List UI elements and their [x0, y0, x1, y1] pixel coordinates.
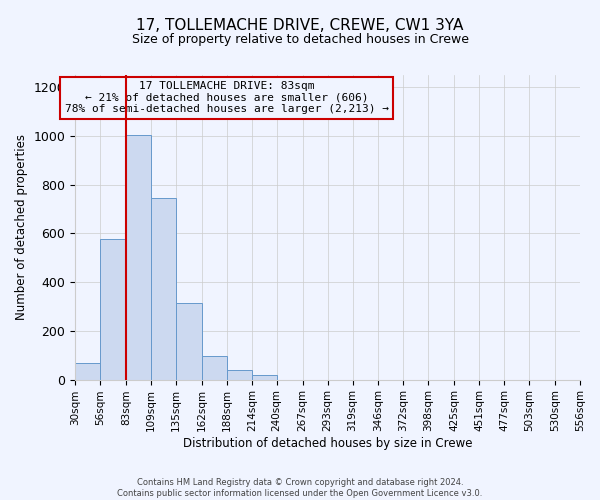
Bar: [176, 303, 202, 380]
Text: 17 TOLLEMACHE DRIVE: 83sqm
← 21% of detached houses are smaller (606)
78% of sem: 17 TOLLEMACHE DRIVE: 83sqm ← 21% of deta…: [65, 81, 389, 114]
X-axis label: Distribution of detached houses by size in Crewe: Distribution of detached houses by size …: [183, 437, 472, 450]
Bar: [100, 240, 126, 380]
Text: Size of property relative to detached houses in Crewe: Size of property relative to detached ho…: [131, 32, 469, 46]
Bar: [202, 356, 227, 380]
Bar: [75, 362, 100, 380]
Y-axis label: Number of detached properties: Number of detached properties: [15, 134, 28, 320]
Text: 17, TOLLEMACHE DRIVE, CREWE, CW1 3YA: 17, TOLLEMACHE DRIVE, CREWE, CW1 3YA: [136, 18, 464, 32]
Bar: [126, 134, 151, 380]
Bar: [252, 374, 277, 380]
Text: Contains HM Land Registry data © Crown copyright and database right 2024.
Contai: Contains HM Land Registry data © Crown c…: [118, 478, 482, 498]
Bar: [151, 198, 176, 380]
Bar: [227, 370, 252, 380]
